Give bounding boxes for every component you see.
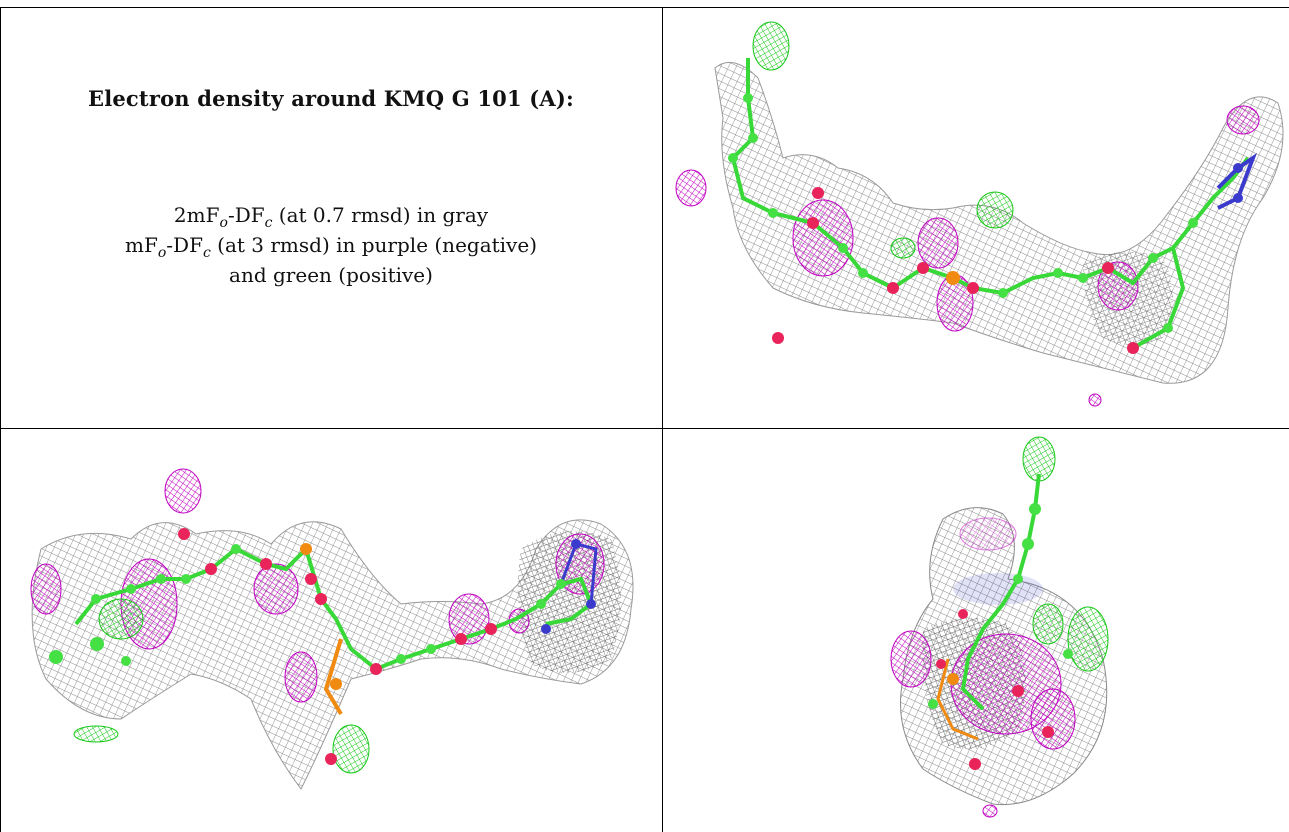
- table-border-left: [0, 7, 1, 832]
- legend-line-2fofc: 2mFo-DFc (at 0.7 rmsd) in gray: [173, 203, 489, 231]
- density-view-2-icon: [30, 468, 634, 790]
- table-border-top: [0, 7, 1289, 8]
- caption-title: Electron density around KMQ G 101 (A):: [87, 86, 575, 111]
- density-view-3-icon: [890, 436, 1109, 818]
- legend-line-positive: and green (positive): [229, 263, 433, 287]
- density-view-top-right: [663, 8, 1289, 428]
- table-row-divider: [0, 428, 1289, 429]
- density-view-1-icon: [675, 21, 1284, 407]
- caption-cell: Electron density around KMQ G 101 (A): 2…: [0, 0, 662, 428]
- density-legend: 2mFo-DFc (at 0.7 rmsd) in gray mFo-DFc (…: [0, 200, 662, 290]
- legend-line-fofc: mFo-DFc (at 3 rmsd) in purple (negative): [125, 233, 537, 261]
- density-view-bottom-left: [1, 429, 662, 832]
- density-view-bottom-right: [663, 429, 1289, 832]
- table-column-divider: [662, 7, 663, 832]
